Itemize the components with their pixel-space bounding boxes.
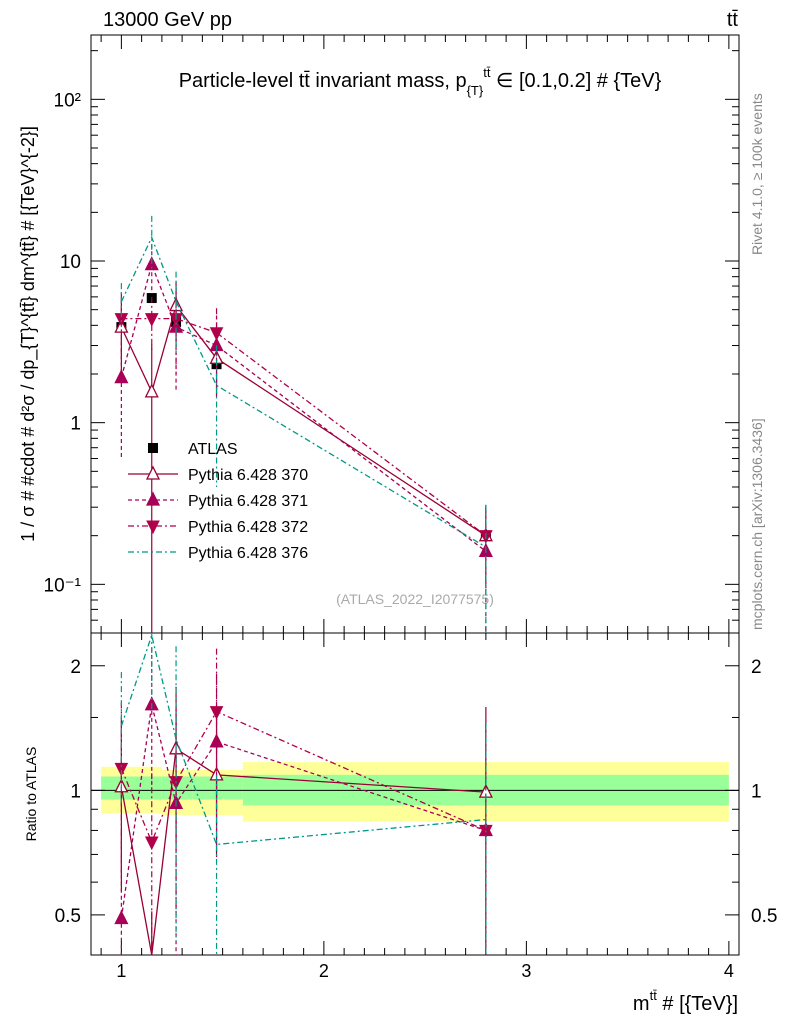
y-tick-label: 10 [60, 252, 81, 273]
x-tick-label: 4 [724, 961, 734, 981]
stat-uncertainty-band [131, 776, 162, 800]
header-right: tt̄ [727, 9, 739, 31]
ratio-tick-label-right: 1 [751, 781, 762, 802]
stat-uncertainty-band [161, 776, 193, 800]
legend-label: ATLAS [188, 441, 238, 458]
rivet-label: Rivet 4.1.0, ≥ 100k events [749, 93, 765, 255]
chart-title-main: Particle-level tt̄ invariant mass, p [179, 70, 467, 92]
ratio-tick-label: 1 [70, 781, 81, 802]
ratio-tick-label-right: 2 [751, 657, 762, 678]
data-point [209, 327, 224, 341]
ratio-point [144, 836, 159, 851]
x-tick-label: 1 [116, 961, 126, 981]
header-left: 13000 GeV pp [103, 9, 232, 31]
legend-label: Pythia 6.428 376 [188, 545, 308, 562]
stat-uncertainty-band [101, 776, 132, 800]
x-tick-label: 2 [319, 961, 329, 981]
x-axis-label-rest: # [{TeV}] [657, 993, 738, 1015]
x-axis-label-main: m [633, 993, 650, 1015]
legend-marker [145, 491, 161, 506]
legend-label: Pythia 6.428 372 [188, 519, 308, 536]
series-4 [120, 215, 487, 955]
mcplots-label: mcplots.cern.ch [arXiv:1306.3436] [749, 418, 765, 630]
legend-label: Pythia 6.428 371 [188, 493, 308, 510]
analysis-watermark: (ATLAS_2022_I2077575) [336, 591, 494, 607]
y-tick-label: 10² [54, 90, 81, 111]
x-axis-label: mtt̄ # [{TeV}] [633, 988, 738, 1015]
series-line [120, 235, 487, 548]
legend-marker [146, 520, 160, 535]
legend-label: Pythia 6.428 370 [188, 467, 308, 484]
y-tick-label: 10⁻¹ [44, 575, 82, 596]
data-point [144, 313, 159, 327]
main-panel [90, 34, 740, 634]
ratio-point [209, 706, 224, 720]
series-1 [114, 281, 493, 956]
data-point [114, 369, 129, 384]
x-axis-label-sup: tt̄ [650, 988, 658, 1003]
ratio-tick-label: 0.5 [55, 906, 81, 927]
ratio-point [114, 910, 129, 925]
ratio-tick-label: 2 [70, 657, 81, 678]
data-point [144, 383, 159, 398]
stat-uncertainty-band [192, 776, 243, 800]
ratio-panel [90, 632, 740, 956]
legend-marker [148, 443, 158, 453]
series-3 [114, 288, 493, 955]
ratio-point [114, 762, 129, 777]
ratio-tick-label-right: 0.5 [751, 906, 777, 927]
x-tick-label: 3 [521, 961, 531, 981]
chart-title-sup: tt̄ [483, 65, 491, 80]
chart-title-sub: {T} [467, 83, 484, 98]
legend-marker [145, 465, 161, 480]
y-tick-label: 1 [70, 414, 81, 435]
y-axis-label: 1 / σ # #cdot # d²σ / dp_{T}^{tt̄} dm^{t… [18, 126, 39, 542]
chart-title: Particle-level tt̄ invariant mass, p{T} t… [179, 65, 662, 98]
chart-title-rest: ∈ [0.1,0.2] # {TeV} [490, 70, 661, 92]
ratio-y-axis-label: Ratio to ATLAS [23, 747, 39, 842]
